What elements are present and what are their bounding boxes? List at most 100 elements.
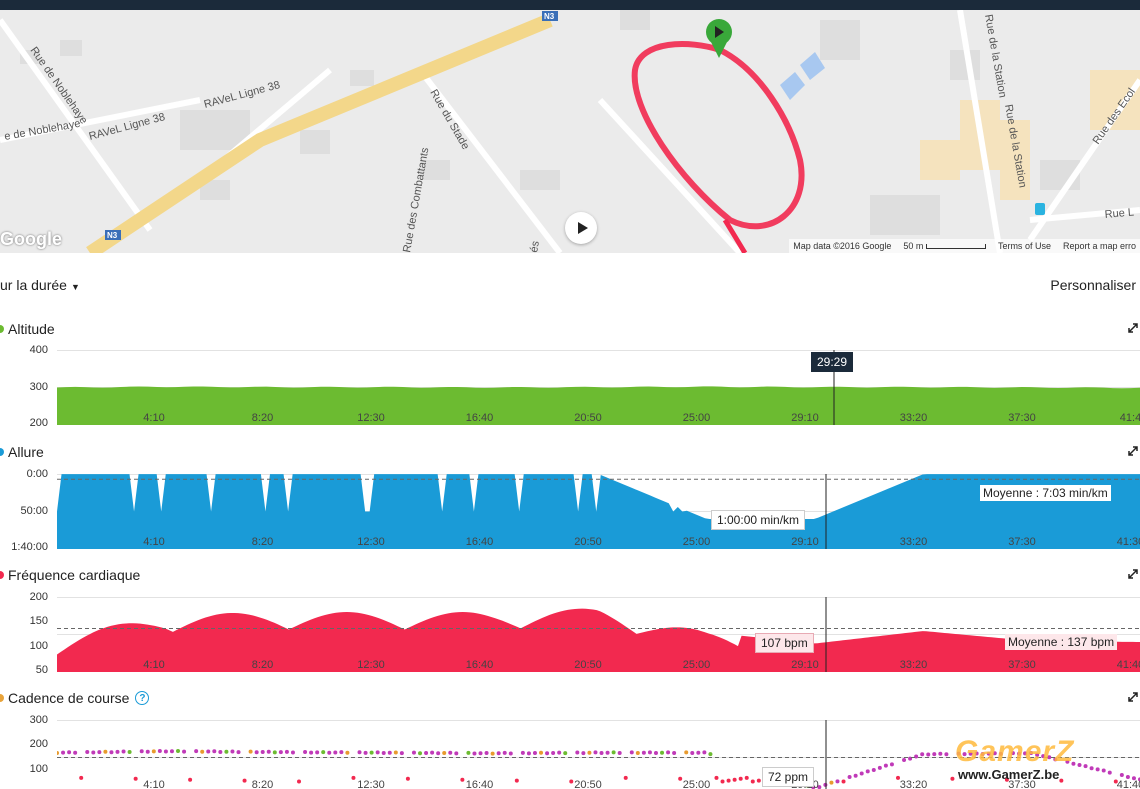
cadence-point (91, 750, 96, 755)
x-tick-label: 37:30 (1008, 659, 1036, 671)
heart-rate-area (57, 608, 1140, 672)
cadence-point (1089, 766, 1094, 771)
cadence-point (472, 751, 477, 756)
cadence-point (212, 749, 217, 754)
watermark-url: www.GamerZ.be (958, 767, 1060, 782)
play-button[interactable] (565, 212, 597, 244)
cadence-point (145, 749, 150, 754)
customize-button[interactable]: Personnaliser (1050, 277, 1136, 293)
cadence-point (357, 750, 362, 755)
chart-title-label: Fréquence cardiaque (8, 567, 141, 583)
series-dot-icon (0, 694, 4, 702)
cadence-point (188, 777, 193, 782)
map-attribution: Map data ©2016 Google (793, 241, 892, 251)
cadence-point (853, 773, 858, 778)
x-tick-label: 25:00 (683, 412, 711, 424)
cadence-point (514, 778, 519, 783)
cadence-point (944, 752, 949, 757)
cadence-point (466, 750, 471, 755)
cadence-point (79, 775, 84, 780)
series-dot-icon (0, 325, 4, 333)
cadence-point (460, 777, 465, 782)
cadence-point (883, 763, 888, 768)
x-tick-label: 12:30 (357, 412, 385, 424)
cadence-point (436, 751, 441, 756)
y-tick: 50:00 (20, 505, 48, 517)
map-scale: 50 m (903, 241, 986, 251)
chart-title-heart-rate: Fréquence cardiaque (0, 567, 140, 583)
report-link[interactable]: Report a map erro (1062, 241, 1136, 251)
expand-icon[interactable] (1128, 323, 1138, 333)
caret-down-icon: ▼ (70, 282, 80, 292)
terms-link[interactable]: Terms of Use (997, 241, 1051, 251)
x-tick-label: 20:50 (574, 412, 602, 424)
cadence-point (454, 751, 459, 756)
cadence-point (750, 779, 755, 784)
expand-icon[interactable] (1128, 692, 1138, 702)
cadence-point (272, 750, 277, 755)
x-tick-label: 16:40 (466, 412, 494, 424)
route-map[interactable]: Rue de Noblehaye RAVeL Ligne 38 RAVeL Li… (0, 10, 1140, 253)
expand-icon[interactable] (1128, 446, 1138, 456)
cadence-point (363, 750, 368, 755)
x-tick-label: 8:20 (252, 779, 273, 789)
cadence-point (617, 751, 622, 755)
cadence-point (1053, 757, 1058, 762)
altitude-chart[interactable]: 4:10 8:20 12:30 16:40 20:50 25:00 29:10 33:20 37… (57, 350, 1140, 425)
cadence-point (393, 750, 398, 755)
heart-rate-chart[interactable]: 4:10 8:20 12:30 16:40 20:50 25:00 29:10 33:20 37… (57, 597, 1140, 672)
cadence-point (581, 751, 586, 756)
x-tick-label: 29:10 (791, 659, 819, 671)
cadence-point (599, 751, 604, 755)
cadence-point (829, 780, 834, 785)
cadence-point (278, 750, 283, 755)
pace-chart[interactable]: 4:10 8:20 12:30 16:40 20:50 25:00 29:10 33:20 37… (57, 474, 1140, 549)
cadence-point (508, 751, 513, 756)
cadence-point (109, 750, 114, 755)
chart-title-altitude: Altitude (0, 321, 55, 337)
x-tick-label: 33:20 (900, 536, 928, 548)
cadence-point (690, 751, 695, 755)
cadence-point (1113, 779, 1118, 784)
cadence-point (992, 751, 997, 756)
cadence-point (902, 757, 907, 762)
chart-title-label: Altitude (8, 321, 55, 337)
map-footer: Map data ©2016 Google 50 m Terms of Use … (789, 239, 1140, 253)
cadence-point (327, 750, 332, 755)
x-tick-label: 33:20 (900, 779, 928, 789)
cadence-point (641, 750, 646, 755)
cadence-point (551, 750, 556, 755)
cadence-point (85, 749, 90, 754)
street-label: Rue L (1104, 206, 1134, 221)
y-tick: 200 (29, 417, 48, 429)
expand-icon[interactable] (1128, 569, 1138, 579)
cadence-point (339, 750, 344, 755)
cadence-point (684, 750, 689, 755)
cadence-point (998, 751, 1003, 756)
google-logo: Google (0, 229, 62, 249)
hr-average: Moyenne : 137 bpm (1005, 634, 1118, 650)
cadence-point (1016, 751, 1021, 756)
play-icon (577, 222, 588, 234)
cadence-point (526, 751, 531, 756)
x-tick-label: 16:40 (466, 779, 494, 789)
cadence-point (200, 749, 205, 754)
x-tick-label: 8:20 (252, 536, 273, 548)
cadence-point (569, 779, 574, 784)
cadence-point (375, 750, 380, 755)
cadence-point (647, 750, 652, 755)
cadence-point (545, 751, 550, 756)
y-tick: 50 (35, 664, 48, 676)
cadence-point (593, 750, 598, 755)
cadence-point (430, 750, 435, 755)
help-icon[interactable]: ? (135, 691, 150, 705)
mode-dropdown[interactable]: ur la durée ▼ (0, 277, 80, 293)
cadence-point (744, 775, 749, 780)
cadence-point (484, 750, 489, 755)
x-tick-label: 41:4 (1120, 412, 1140, 424)
cadence-point (575, 750, 580, 755)
cadence-point (539, 750, 544, 755)
cadence-point (242, 778, 247, 783)
cadence-point (720, 779, 725, 784)
y-tick: 150 (29, 615, 48, 627)
